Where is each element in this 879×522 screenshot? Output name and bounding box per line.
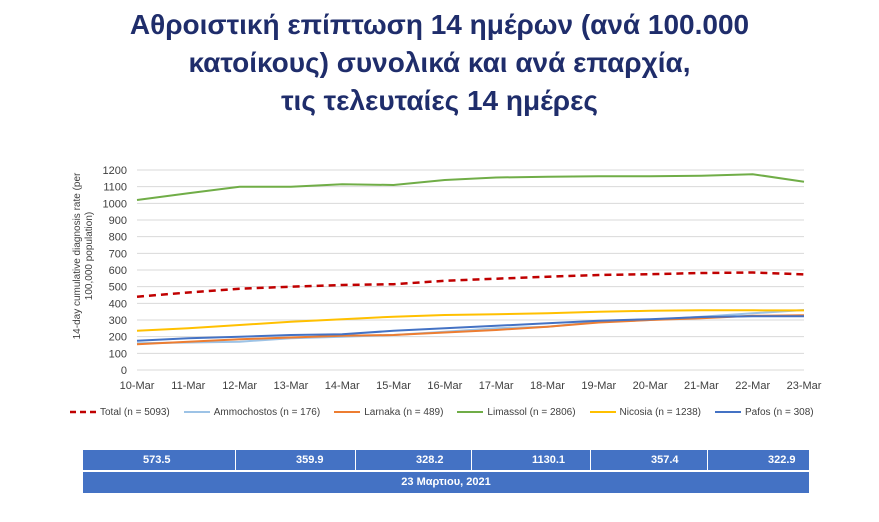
y-axis-label-line-1: 14-day cumulative diagnosis rate (per — [72, 172, 83, 339]
legend-item: Nicosia (n = 1238) — [589, 406, 701, 418]
legend-swatch — [183, 411, 210, 413]
y-tick-label: 1000 — [103, 198, 127, 210]
series-line — [136, 309, 805, 332]
x-tick-label: 19-Mar — [581, 380, 616, 392]
y-tick-label: 1200 — [103, 165, 127, 177]
legend-item: Total (n = 5093) — [70, 407, 170, 418]
y-tick-label: 700 — [109, 248, 127, 260]
y-tick-label: 100 — [109, 348, 127, 360]
y-tick-label: 500 — [109, 282, 127, 294]
summary-value-nicosia: 357.4 — [591, 450, 708, 470]
y-axis-label-line-2: 100,000 population) — [84, 212, 95, 300]
summary-value-limassol: 1130.1 — [472, 450, 591, 470]
y-tick-label: 200 — [109, 332, 127, 344]
y-tick-label: 400 — [109, 298, 127, 310]
x-tick-label: 18-Mar — [530, 380, 565, 392]
legend-item: Pafos (n = 308) — [714, 406, 814, 418]
x-tick-label: 22-Mar — [735, 380, 770, 392]
legend-label: Limassol (n = 2806) — [487, 406, 576, 418]
legend-label: Nicosia (n = 1238) — [619, 406, 701, 418]
legend-swatch — [70, 410, 96, 414]
x-tick-label: 10-Mar — [120, 380, 155, 392]
y-tick-label: 1100 — [103, 182, 127, 194]
title-line-2: κατοίκους) συνολικά και ανά επαρχία, — [188, 47, 691, 78]
title-line-1: Αθροιστική επίπτωση 14 ημέρων (ανά 100.0… — [129, 9, 750, 40]
x-tick-label: 15-Mar — [376, 380, 411, 392]
series-line — [136, 271, 805, 298]
summary-date-bar: 23 Μαρτιου, 2021 — [83, 472, 809, 493]
x-tick-label: 20-Mar — [633, 380, 668, 392]
legend-swatch — [589, 411, 616, 413]
summary-value-ammochostos: 359.9 — [236, 450, 356, 470]
x-tick-label: 21-Mar — [684, 380, 719, 392]
y-tick-label: 0 — [121, 365, 127, 377]
chart-title: Αθροιστική επίπτωση 14 ημέρων (ανά 100.0… — [0, 6, 879, 120]
title-line-3: τις τελευταίες 14 ημέρες — [281, 85, 598, 116]
line-chart: 0 100 200 300 400 500 600 700 800 900 1000 1100 1200… — [72, 165, 822, 392]
x-tick-label: 14-Mar — [325, 380, 360, 392]
y-tick-label: 800 — [109, 232, 127, 244]
x-tick-label: 11-Mar — [171, 380, 205, 392]
series-line — [136, 315, 805, 342]
series-line — [136, 314, 805, 346]
chart-legend: Total (n = 5093) Ammochostos (n = 176) Lar… — [70, 404, 828, 420]
legend-item: Larnaka (n = 489) — [334, 407, 443, 418]
summary-value-larnaka: 328.2 — [356, 450, 472, 470]
x-tick-label: 17-Mar — [479, 380, 514, 392]
legend-label: Total (n = 5093) — [100, 406, 170, 418]
legend-label: Larnaka (n = 489) — [364, 406, 444, 418]
legend-label: Pafos (n = 308) — [744, 406, 814, 418]
x-tick-label: 23-Mar — [787, 380, 822, 392]
summary-value-pafos: 322.9 — [768, 454, 796, 466]
legend-item: Ammochostos (n = 176) — [183, 406, 321, 418]
x-tick-label: 12-Mar — [222, 380, 257, 392]
legend-swatch — [714, 411, 741, 413]
legend-label: Ammochostos (n = 176) — [213, 406, 321, 418]
y-tick-label: 300 — [109, 315, 127, 327]
x-tick-label: 16-Mar — [427, 380, 462, 392]
y-tick-label: 600 — [109, 265, 127, 277]
series-line — [136, 173, 805, 201]
summary-value-total: 573.5 — [83, 450, 236, 470]
legend-swatch — [457, 411, 484, 413]
x-tick-label: 13-Mar — [274, 380, 309, 392]
summary-values-bar: 573.5 359.9 328.2 1130.1 357.4 322.9 — [83, 450, 809, 470]
legend-item: Limassol (n = 2806) — [457, 406, 576, 418]
y-tick-label: 900 — [109, 215, 127, 227]
legend-swatch — [334, 411, 361, 413]
